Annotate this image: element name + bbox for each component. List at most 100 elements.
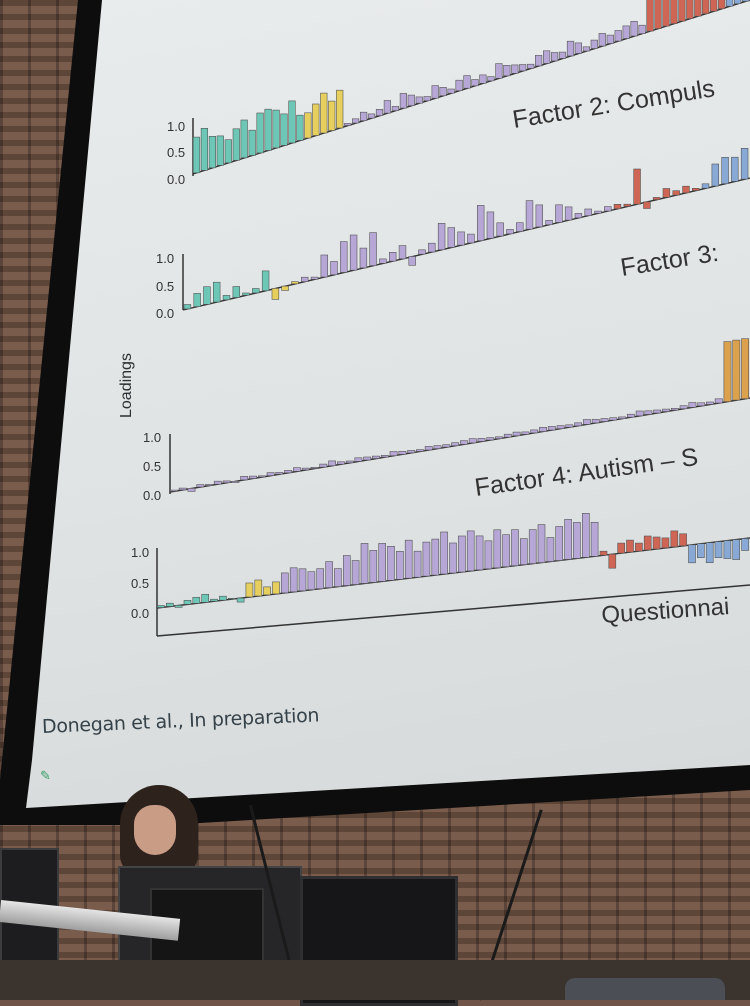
panel-3-bar (706, 401, 714, 405)
panel-2-bar (740, 148, 749, 180)
panel-3-bar (468, 438, 477, 444)
panel-3-bar (363, 456, 372, 461)
panel-4-bar (378, 543, 387, 582)
panel-3-bar (503, 433, 512, 438)
factor-loadings-plot: Loadings 1.0 0.5 0.0 Factor 2: Compuls 1… (118, 0, 750, 637)
panel-3-bar (565, 424, 574, 428)
panel-3-bar (486, 437, 495, 441)
panel-2-bar (222, 295, 231, 301)
panel-3-bar (574, 422, 582, 427)
panel-4-bar (564, 519, 572, 560)
panel-4-bar (201, 593, 209, 603)
projection-screen: Loadings 1.0 0.5 0.0 Factor 2: Compuls 1… (26, 0, 750, 808)
panel-3-bar (521, 431, 530, 435)
panel-2-bar (516, 222, 524, 232)
panel-4-bar (732, 539, 741, 560)
panel-2-bar (340, 241, 348, 273)
panel-4-bar (714, 541, 723, 559)
panel-1-bar (375, 109, 384, 116)
panel-2-bar (183, 304, 192, 310)
panel-4-bar (475, 535, 484, 571)
panel-3-bar (319, 463, 328, 468)
panel-4-bar (369, 550, 378, 583)
panel-4-bar (413, 550, 422, 578)
panel-1-bar (431, 85, 439, 99)
panel-4-bar (431, 538, 440, 576)
panel-1-bar (272, 109, 280, 149)
panel-3-bar (582, 419, 591, 425)
panel-4-bar (298, 568, 307, 592)
panel-4-bar (511, 529, 519, 567)
panel-2-bar (203, 286, 211, 305)
panel-1-bar (710, 0, 718, 12)
panel-2-bar (643, 201, 651, 209)
panel-2-bar (242, 292, 250, 296)
panel-4-bar (334, 568, 342, 587)
panel-1-bar (598, 33, 606, 47)
panel-4-bar (626, 539, 634, 553)
panel-2-bar (320, 254, 328, 278)
panel-1-bar (224, 139, 232, 164)
panel-2-bar (271, 288, 280, 300)
panel-factor-2: 1.0 0.5 0.0 Factor 2: Compuls (167, 0, 750, 187)
panel-1-bar (383, 100, 392, 114)
panel-4-bar (263, 586, 271, 596)
panel-3-bar (301, 467, 310, 471)
panel-2-bar (486, 211, 495, 239)
panel-1-bar (216, 135, 224, 166)
panel-1-bar (423, 96, 431, 101)
panel-1-bar (208, 136, 217, 169)
panel-2-tick-0-0: 0.0 (156, 306, 174, 321)
panel-4-tick-0-5: 0.5 (131, 576, 149, 591)
panel-2-bar (388, 252, 397, 262)
panel-2-bars (182, 148, 750, 311)
panel-2-bar (731, 156, 739, 182)
panel-4-bar (670, 530, 679, 548)
panel-1-bar (662, 0, 670, 27)
panel-2-bar (398, 245, 407, 260)
panel-2-bar (691, 188, 700, 191)
panel-4-bar (404, 539, 413, 579)
panel-2-bar (574, 213, 583, 219)
panel-3-bar (416, 449, 424, 452)
panel-4-bar (635, 542, 643, 552)
foreground-object (565, 978, 725, 1000)
panel-3-bar (530, 429, 539, 434)
panel-4-bar (723, 540, 732, 559)
panel-3-bar (354, 457, 363, 462)
panel-3-bar (345, 460, 354, 464)
panel-3-bar (178, 487, 187, 491)
panel-2-bar (652, 197, 661, 200)
panel-1-bar (288, 100, 296, 144)
panel-2-bar (467, 233, 475, 244)
panel-4-bar (245, 582, 254, 598)
panel-3-bar (275, 472, 284, 475)
panel-2-bar (379, 258, 387, 264)
panel-4-bar (458, 535, 466, 573)
panel-1-bar (654, 0, 662, 29)
panel-1-bar (240, 119, 248, 159)
panel-4-tick-0-0: 0.0 (131, 606, 149, 621)
panel-1-bar (511, 64, 519, 74)
panel-4-bar (661, 537, 670, 549)
panel-1-tick-0-0: 0.0 (167, 172, 185, 187)
panel-factor-4: 1.0 0.5 0.0 Factor 4: Autism – S (143, 338, 750, 503)
panel-2-bar (613, 204, 622, 210)
panel-4-bar (696, 543, 705, 559)
panel-4-bar (236, 597, 245, 603)
panel-2-bar (418, 249, 426, 255)
panel-1-bar (686, 0, 694, 19)
panel-4-bar (528, 529, 537, 564)
panel-2-bar (721, 157, 729, 185)
panel-4-bar (546, 537, 555, 562)
panel-3-bar (556, 425, 565, 429)
panel-2-bar (232, 286, 240, 298)
panel-3-bar (741, 338, 749, 400)
panel-4-bar (396, 550, 404, 580)
panel-1-bar (463, 75, 471, 89)
panel-2-bar (496, 222, 504, 237)
pen-icon[interactable]: ✎ (40, 768, 51, 783)
panel-1-bar (200, 128, 209, 171)
panel-1-bar (670, 0, 678, 24)
panel-3-bar (231, 480, 240, 483)
